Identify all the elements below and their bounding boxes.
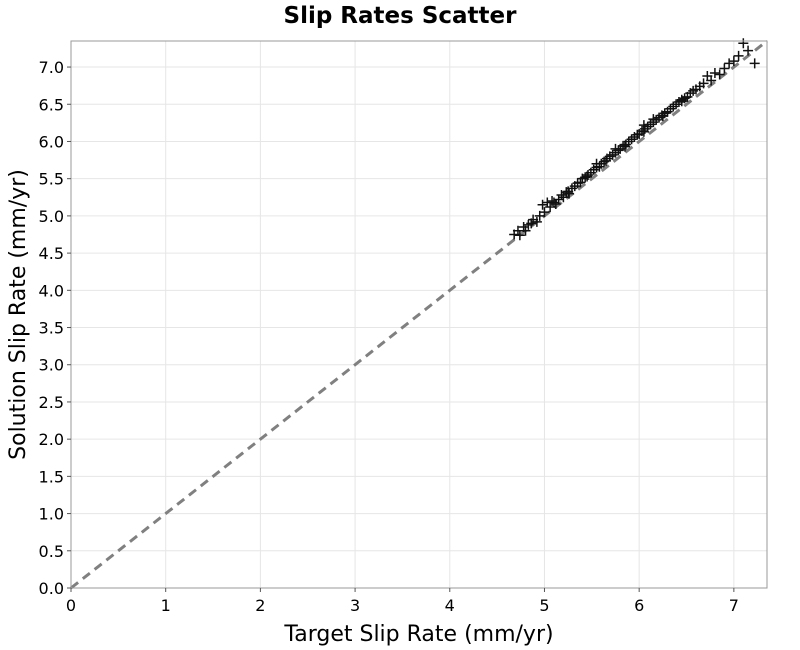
y-tick-label: 6.5	[39, 95, 64, 114]
data-point	[514, 230, 525, 241]
x-tick-label: 5	[539, 596, 549, 615]
x-tick-label: 0	[66, 596, 76, 615]
data-point	[591, 158, 602, 169]
x-tick-label: 3	[350, 596, 360, 615]
data-point	[709, 68, 720, 79]
points-layer	[509, 38, 760, 241]
data-point	[698, 78, 709, 89]
data-point	[610, 143, 621, 154]
y-tick-label: 6.0	[39, 132, 64, 151]
y-tick-label: 5.5	[39, 170, 64, 189]
y-axis-label: Solution Slip Rate (mm/yr)	[6, 169, 31, 460]
x-axis-label: Target Slip Rate (mm/yr)	[283, 622, 553, 647]
data-point	[520, 225, 531, 236]
data-point	[619, 141, 630, 152]
y-tick-label: 3.5	[39, 319, 64, 338]
reference-line	[70, 39, 768, 590]
y-tick-label: 0.5	[39, 542, 64, 561]
data-point	[743, 45, 754, 56]
y-tick-label: 4.5	[39, 244, 64, 263]
data-point	[749, 58, 760, 69]
x-tick-label: 2	[255, 596, 265, 615]
x-axis-ticks: 0 1 2 3 4 5 6 7	[66, 588, 739, 615]
x-tick-label: 6	[634, 596, 644, 615]
y-tick-label: 5.0	[39, 207, 64, 226]
data-point	[714, 69, 725, 80]
data-point	[733, 50, 744, 61]
y-tick-label: 1.0	[39, 505, 64, 524]
x-tick-label: 4	[445, 596, 455, 615]
y-tick-label: 3.0	[39, 356, 64, 375]
data-point	[706, 75, 717, 86]
data-point	[563, 186, 574, 197]
x-tick-label: 1	[161, 596, 171, 615]
data-point	[539, 207, 550, 218]
data-point	[531, 216, 542, 227]
data-point	[564, 188, 575, 199]
data-point	[724, 58, 735, 69]
data-point	[719, 63, 730, 74]
y-tick-label: 2.5	[39, 393, 64, 412]
chart-title: Slip Rates Scatter	[283, 3, 517, 29]
data-point	[558, 192, 569, 203]
y-tick-label: 0.0	[39, 579, 64, 598]
data-point	[582, 171, 593, 182]
data-point	[657, 111, 668, 122]
y-tick-label: 1.5	[39, 467, 64, 486]
data-point	[601, 155, 612, 166]
reference-line-layer	[70, 39, 768, 590]
data-point	[537, 199, 548, 210]
data-point	[638, 120, 649, 131]
x-tick-label: 7	[729, 596, 739, 615]
data-point	[728, 56, 739, 67]
y-axis-ticks: 0.0 0.5 1.0 1.5 2.0 2.5 3.0 3.5 4.0 4.5 5.0 5.5 6.0 6…	[39, 58, 71, 598]
data-point	[676, 96, 687, 107]
data-point	[738, 38, 749, 49]
data-point	[648, 114, 659, 125]
plot-area-frame	[70, 40, 768, 589]
y-tick-label: 4.0	[39, 281, 64, 300]
y-tick-label: 7.0	[39, 58, 64, 77]
y-tick-label: 2.0	[39, 430, 64, 449]
data-point	[548, 197, 559, 208]
